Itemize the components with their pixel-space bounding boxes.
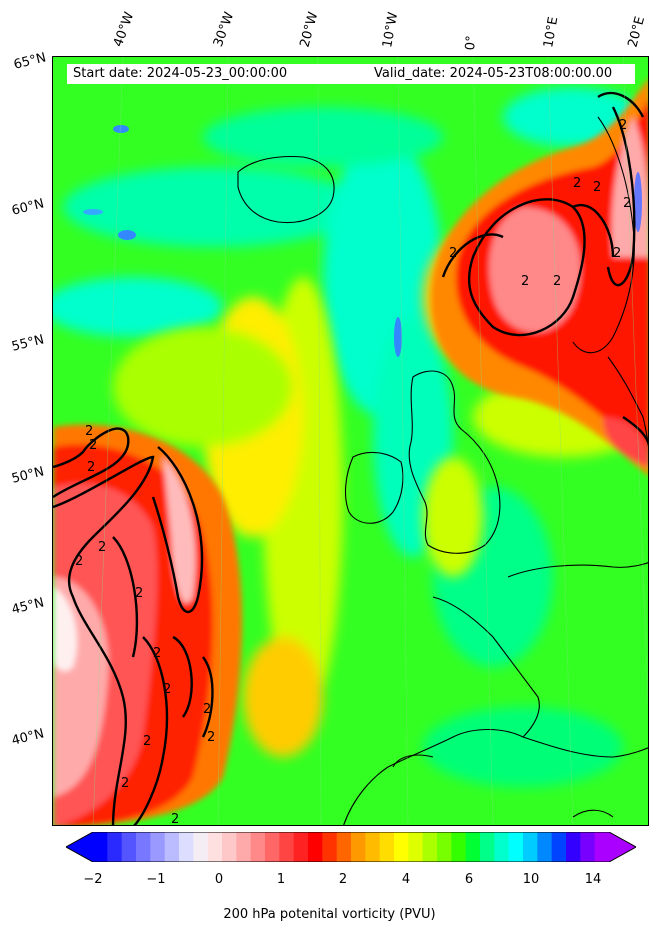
colorbar-max-extend: [609, 832, 636, 862]
colorbar-segment: [279, 832, 295, 862]
colorbar-segment: [365, 832, 381, 862]
contour-label: 2: [89, 438, 97, 453]
colorbar-segment: [93, 832, 108, 862]
contour-label: 2: [75, 554, 83, 569]
contour-label: 2: [623, 196, 631, 211]
colorbar-segment: [107, 832, 123, 862]
lat-label: 50°N: [10, 464, 46, 487]
colorbar-segment: [121, 832, 137, 862]
colorbar-segment: [308, 832, 323, 862]
colorbar-segment: [465, 832, 481, 862]
coastlines: [237, 116, 648, 825]
lon-label: 40°W: [110, 10, 138, 49]
colorbar-tick-label: −2: [83, 872, 103, 887]
contour-label: 2: [553, 274, 561, 289]
contour-label: 2: [171, 812, 179, 826]
contour-label: 2: [593, 180, 601, 195]
colorbar-segment: [394, 832, 409, 862]
lat-label: 55°N: [10, 332, 46, 355]
colorbar-segment: [594, 832, 610, 862]
high-pv-region-east: [431, 79, 648, 476]
contour-label: 2: [121, 776, 129, 791]
colorbar-segment: [150, 832, 166, 862]
contour-label: 2: [449, 246, 457, 261]
colorbar-segment: [193, 832, 209, 862]
lon-label: 0°: [463, 34, 480, 51]
colorbar-tick-label: 10: [522, 872, 540, 887]
colorbar-tick-label: 6: [464, 872, 474, 887]
colorbar-segment: [265, 832, 280, 862]
contour-label: 2: [163, 682, 171, 697]
lat-label: 65°N: [12, 50, 48, 73]
colorbar-tick-label: −1: [146, 872, 166, 887]
colorbar-segment: [336, 832, 352, 862]
colorbar-segment: [566, 832, 581, 862]
lon-label: 30°W: [210, 10, 238, 49]
colorbar-segment: [437, 832, 452, 862]
colorbar-segment: [408, 832, 424, 862]
colorbar: [66, 832, 636, 862]
colorbar-segment: [523, 832, 538, 862]
contour-label: 2: [207, 730, 215, 745]
colorbar-segment: [322, 832, 338, 862]
lon-label: 10°E: [541, 15, 562, 49]
colorbar-segment: [580, 832, 596, 862]
lon-label: 20°E: [625, 14, 649, 50]
valid-date-text: Valid_date: 2024-05-23T08:00:00.00: [374, 66, 613, 81]
pv-2-contours: [53, 91, 648, 825]
contour-label: 2: [619, 118, 627, 133]
contour-label: 2: [135, 586, 143, 601]
colorbar-segment: [537, 832, 553, 862]
lat-label: 45°N: [10, 595, 46, 618]
colorbar-segment: [222, 832, 237, 862]
colorbar-title: 200 hPa potenital vorticity (PVU): [223, 907, 436, 922]
colorbar-segment: [293, 832, 309, 862]
colorbar-segment: [164, 832, 180, 862]
contour-label: 2: [613, 246, 621, 261]
high-pv-region-west: [53, 424, 242, 825]
contour-label: 2: [521, 274, 529, 289]
negative-pv-specks: [83, 125, 642, 357]
colorbar-segment: [451, 832, 467, 862]
colorbar-segment: [422, 832, 438, 862]
colorbar-segment: [179, 832, 194, 862]
contour-label: 2: [85, 424, 93, 439]
contour-label: 2: [87, 460, 95, 475]
date-info-box: Start date: 2024-05-23_00:00:00 Valid_da…: [67, 64, 635, 84]
colorbar-tick-label: 14: [584, 872, 602, 887]
lon-label: 10°W: [380, 11, 402, 50]
colorbar-tick-label: 0: [214, 872, 224, 887]
contour-label: 2: [153, 646, 161, 661]
colorbar-tick-label: 1: [276, 872, 286, 887]
colorbar-min-extend: [66, 832, 93, 862]
contour-label: 2: [98, 540, 106, 555]
lat-label: 40°N: [10, 726, 46, 749]
colorbar-tick-label: 2: [338, 872, 348, 887]
colorbar-segment: [508, 832, 524, 862]
colorbar-segment: [207, 832, 223, 862]
colorbar-segment: [480, 832, 495, 862]
start-date-text: Start date: 2024-05-23_00:00:00: [73, 66, 288, 81]
contour-label: 2: [573, 176, 581, 191]
lon-label: 20°W: [297, 10, 322, 49]
colorbar-segment: [250, 832, 266, 862]
colorbar-segment: [494, 832, 510, 862]
colorbar-tick-label: 4: [401, 872, 411, 887]
graticule: [92, 57, 648, 825]
contour-label: 2: [143, 734, 151, 749]
colorbar-segment: [379, 832, 395, 862]
colorbar-segment: [236, 832, 252, 862]
colorbar-segment: [351, 832, 366, 862]
colorbar-segment: [136, 832, 151, 862]
lat-label: 60°N: [10, 196, 46, 219]
colorbar-segment: [551, 832, 567, 862]
contour-label: 2: [203, 702, 211, 717]
